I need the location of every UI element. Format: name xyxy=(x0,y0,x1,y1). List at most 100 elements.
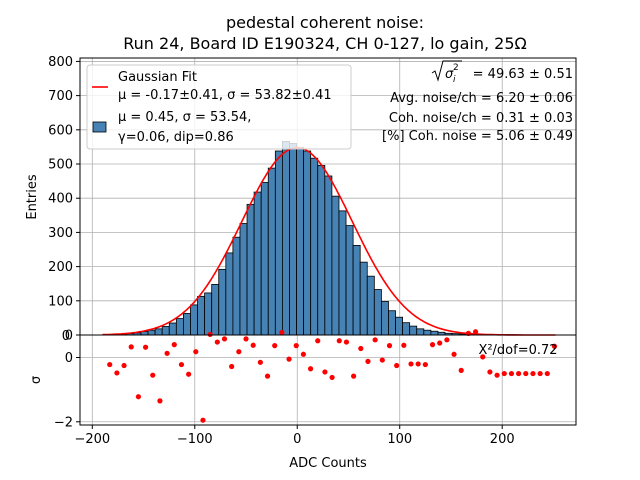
sigma-value: = 49.63 ± 0.51 xyxy=(473,67,573,82)
residual-point xyxy=(135,394,142,400)
residual-point xyxy=(451,351,457,357)
histogram-bar xyxy=(373,289,382,336)
histogram-bar xyxy=(154,328,163,336)
residual-point xyxy=(379,357,385,363)
y-axis-label-top: Entries xyxy=(25,174,40,220)
residual-point xyxy=(508,370,515,377)
histogram-bar xyxy=(246,203,255,336)
residual-point xyxy=(458,367,464,373)
residual-point xyxy=(480,354,486,360)
residual-point xyxy=(501,370,507,377)
residual-point xyxy=(551,343,558,349)
histogram-bar xyxy=(147,329,156,336)
histogram-bar xyxy=(211,283,220,336)
histogram-bar xyxy=(395,316,404,336)
residual-point xyxy=(128,344,134,350)
residual-point xyxy=(329,374,335,381)
residual-point xyxy=(300,351,307,357)
sqrt-sign xyxy=(431,60,462,82)
y-tick-label-top: 0 xyxy=(65,329,73,344)
legend: Gaussian Fit μ = -0.17±0.41, σ = 53.82±0… xyxy=(86,64,352,150)
chi2-annotation: X²/dof=0.72 xyxy=(478,343,557,358)
y-tick-label-top: 600 xyxy=(48,123,73,138)
histogram-bar xyxy=(267,167,276,336)
legend-hist-line1: μ = 0.45, σ = 53.54, xyxy=(118,110,251,125)
legend-hist-swatch xyxy=(92,121,107,133)
residual-point xyxy=(523,370,529,377)
y-tick-label-top: 100 xyxy=(48,294,73,309)
residual-point xyxy=(264,373,271,379)
histogram-bar xyxy=(197,295,206,336)
legend-fit-label: Gaussian Fit xyxy=(118,70,197,85)
sigma-superscript: 2 xyxy=(453,63,459,73)
residual-point xyxy=(386,343,393,349)
x-tick-label: −200 xyxy=(74,432,110,447)
histogram-bar xyxy=(416,328,425,336)
histogram-bar xyxy=(352,245,361,336)
histogram-bar xyxy=(345,225,354,336)
residual-point xyxy=(351,373,357,379)
histogram-bar xyxy=(366,275,375,336)
noise-annotations: σ i 2 = 49.63 ± 0.51 Avg. noise/ch = 6.2… xyxy=(382,60,573,144)
histogram-bar xyxy=(380,301,389,336)
residual-point xyxy=(193,349,199,355)
histogram-bar xyxy=(260,182,269,336)
histogram-bar xyxy=(161,326,170,336)
residual-point xyxy=(472,329,479,335)
residual-point xyxy=(422,361,428,368)
sigma-symbol: σ xyxy=(445,67,454,82)
residual-point xyxy=(487,369,493,375)
y-tick-label-bottom: −2 xyxy=(54,415,73,430)
chart-title-line1: pedestal coherent noise: xyxy=(226,13,424,32)
bottom-y-axis-ticks: −2 0 xyxy=(54,351,80,430)
chart-title-line2: Run 24, Board ID E190324, CH 0-127, lo g… xyxy=(123,34,526,53)
x-axis-label: ADC Counts xyxy=(289,456,367,471)
residual-point xyxy=(250,342,256,348)
residual-point xyxy=(530,370,536,377)
residual-point xyxy=(336,338,342,344)
residual-point xyxy=(114,370,120,376)
residual-point xyxy=(437,340,443,346)
residual-point xyxy=(186,371,192,377)
residual-point xyxy=(322,369,328,375)
histogram-bar xyxy=(232,236,241,336)
x-tick-label: −100 xyxy=(177,432,213,447)
legend-fit-params: μ = -0.17±0.41, σ = 53.82±0.41 xyxy=(118,88,332,103)
residual-point xyxy=(429,342,436,348)
residual-point xyxy=(516,370,522,377)
histogram-bars xyxy=(105,141,552,336)
residual-point xyxy=(394,362,400,369)
bottom-plot-frame xyxy=(79,334,577,426)
y-tick-label-top: 500 xyxy=(48,158,73,173)
histogram-bar xyxy=(274,150,283,336)
residual-point xyxy=(207,331,213,337)
y-tick-label-top: 700 xyxy=(48,89,73,104)
sigma-subscript: i xyxy=(453,75,456,85)
residual-point xyxy=(200,417,206,423)
residual-point xyxy=(171,342,177,348)
residual-point xyxy=(544,370,550,377)
legend-hist-line2: γ=0.06, dip=0.86 xyxy=(118,130,234,145)
histogram-bar xyxy=(239,223,248,336)
histogram-bar xyxy=(225,252,234,336)
histogram-bar xyxy=(289,143,297,336)
histogram-bar xyxy=(310,157,319,336)
histogram-bar xyxy=(423,329,432,336)
y-tick-label-top: 800 xyxy=(48,55,73,70)
residual-point xyxy=(178,361,185,368)
histogram-bar xyxy=(430,330,439,336)
residual-point xyxy=(537,370,543,377)
histogram-bar xyxy=(331,195,340,336)
residual-point xyxy=(164,350,170,356)
residual-point xyxy=(401,342,407,348)
histogram-bar xyxy=(296,147,305,336)
histogram-bar xyxy=(359,261,368,336)
residual-point xyxy=(365,358,371,364)
gaussian-fit-curve xyxy=(102,146,556,336)
residual-point xyxy=(157,398,163,404)
residual-point xyxy=(279,329,285,336)
residual-point xyxy=(444,337,450,343)
histogram-bar xyxy=(175,318,184,336)
bottom-extra-tick-label: 0 xyxy=(62,329,70,344)
coh-noise: Coh. noise/ch = 0.31 ± 0.03 xyxy=(389,111,573,126)
